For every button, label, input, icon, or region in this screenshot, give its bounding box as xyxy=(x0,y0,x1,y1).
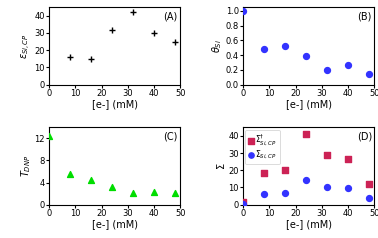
Point xyxy=(88,178,94,182)
Point xyxy=(151,190,157,194)
Point xyxy=(324,68,330,72)
Point xyxy=(151,31,157,35)
Y-axis label: $\varepsilon_{Si,CP}$: $\varepsilon_{Si,CP}$ xyxy=(20,33,33,59)
Text: (A): (A) xyxy=(163,11,177,21)
$\Sigma^{\dagger}_{Si,CP}$ xyxy=(282,168,288,172)
$\Sigma^{\dagger}_{Si,CP}$ xyxy=(345,157,351,161)
Text: (D): (D) xyxy=(357,131,372,141)
$\Sigma^{\dagger}_{Si,CP}$ xyxy=(261,171,267,175)
X-axis label: [e-] (mM): [e-] (mM) xyxy=(286,219,332,229)
$\Sigma^{\dagger}_{Si,CP}$ xyxy=(324,153,330,157)
Point xyxy=(240,9,246,13)
Point xyxy=(109,28,115,31)
Point xyxy=(172,40,178,44)
Text: (C): (C) xyxy=(163,131,178,141)
Point xyxy=(345,64,351,67)
$\Sigma^{\dagger}_{Si,CP}$ xyxy=(303,132,309,136)
X-axis label: [e-] (mM): [e-] (mM) xyxy=(92,99,138,109)
Point xyxy=(67,55,73,59)
X-axis label: [e-] (mM): [e-] (mM) xyxy=(286,99,332,109)
$\Sigma^{\dagger}_{Si,CP}$ xyxy=(366,182,372,186)
X-axis label: [e-] (mM): [e-] (mM) xyxy=(92,219,138,229)
Point xyxy=(46,134,52,137)
Point xyxy=(130,10,136,14)
Point xyxy=(67,172,73,176)
$\Sigma_{Si,CP}$ xyxy=(303,178,309,182)
Point xyxy=(261,47,267,51)
Point xyxy=(303,54,309,58)
Y-axis label: $\Sigma$: $\Sigma$ xyxy=(215,162,227,170)
$\Sigma_{Si,CP}$ xyxy=(366,196,372,200)
Text: (B): (B) xyxy=(357,11,372,21)
Y-axis label: $T_{DNP}$: $T_{DNP}$ xyxy=(19,155,33,177)
$\Sigma^{\dagger}_{Si,CP}$ xyxy=(240,200,246,204)
$\Sigma_{Si,CP}$ xyxy=(282,192,288,195)
$\Sigma_{Si,CP}$ xyxy=(261,193,267,196)
Point xyxy=(130,191,136,194)
Y-axis label: $\theta_{Si}$: $\theta_{Si}$ xyxy=(211,39,224,53)
Point xyxy=(109,185,115,189)
Legend: $\Sigma^{\dagger}_{Si,CP}$, $\Sigma_{Si,CP}$: $\Sigma^{\dagger}_{Si,CP}$, $\Sigma_{Si,… xyxy=(245,129,280,164)
Point xyxy=(282,44,288,48)
Point xyxy=(366,72,372,75)
Point xyxy=(88,57,94,61)
$\Sigma_{Si,CP}$ xyxy=(345,186,351,190)
$\Sigma_{Si,CP}$ xyxy=(324,186,330,189)
$\Sigma_{Si,CP}$ xyxy=(240,202,246,206)
Point xyxy=(172,191,178,194)
